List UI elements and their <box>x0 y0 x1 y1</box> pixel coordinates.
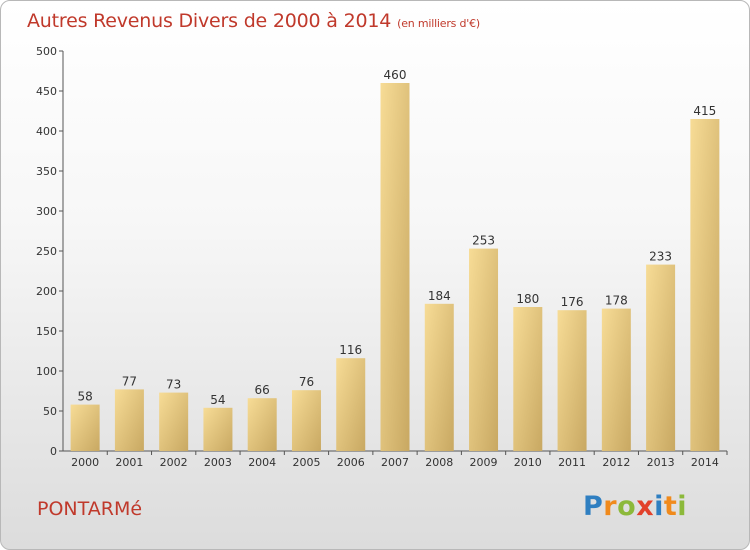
town-name: PONTARMé <box>37 498 143 520</box>
x-tick-label: 2004 <box>248 456 276 469</box>
y-tick-label: 50 <box>43 405 57 418</box>
x-tick-label: 2009 <box>470 456 498 469</box>
x-tick-label: 2006 <box>337 456 365 469</box>
x-tick-label: 2007 <box>381 456 409 469</box>
bar-value-label: 178 <box>605 294 628 308</box>
logo-letter: i <box>677 491 688 522</box>
bar <box>203 407 233 451</box>
x-tick-label: 2010 <box>514 456 542 469</box>
bar-value-label: 233 <box>649 250 672 264</box>
x-tick-label: 2002 <box>160 456 188 469</box>
bar <box>557 310 587 451</box>
bar-value-label: 460 <box>384 68 407 82</box>
bar-value-label: 66 <box>255 383 270 397</box>
bar-value-label: 58 <box>77 390 92 404</box>
y-tick-label: 300 <box>36 205 57 218</box>
y-tick-label: 400 <box>36 125 57 138</box>
y-tick-label: 500 <box>36 45 57 58</box>
bar <box>336 358 366 451</box>
bar-value-label: 54 <box>210 393 225 407</box>
bar-value-label: 77 <box>122 374 137 388</box>
x-tick-label: 2001 <box>115 456 143 469</box>
x-tick-label: 2008 <box>425 456 453 469</box>
bar <box>70 404 100 451</box>
x-tick-label: 2012 <box>602 456 630 469</box>
bar <box>646 264 676 451</box>
bar <box>247 398 277 451</box>
bar <box>424 303 454 451</box>
logo-letter: o <box>617 491 637 522</box>
y-tick-label: 200 <box>36 285 57 298</box>
logo-letter: i <box>654 491 664 522</box>
logo-letter: P <box>583 491 604 522</box>
bar-value-label: 176 <box>561 295 584 309</box>
y-tick-label: 100 <box>36 365 57 378</box>
y-tick-label: 450 <box>36 85 57 98</box>
x-tick-label: 2011 <box>558 456 586 469</box>
bar-value-label: 184 <box>428 289 451 303</box>
y-tick-label: 250 <box>36 245 57 258</box>
logo-letter: r <box>603 491 618 522</box>
x-tick-label: 2013 <box>647 456 675 469</box>
bar <box>291 390 321 451</box>
x-tick-label: 2000 <box>71 456 99 469</box>
y-tick-label: 150 <box>36 325 57 338</box>
logo-letter: x <box>636 491 655 522</box>
bar-value-label: 415 <box>693 104 716 118</box>
logo-letter: t <box>663 491 678 522</box>
bar <box>380 83 410 451</box>
bar <box>513 307 543 451</box>
bar-value-label: 180 <box>516 292 539 306</box>
bar <box>690 119 720 451</box>
bars: 58 77 73 54 66 76 116 460 184 253 180 176 178 233 415 <box>70 68 720 451</box>
y-tick-label: 0 <box>50 445 57 458</box>
chart-title-text: Autres Revenus Divers de 2000 à 2014 <box>27 10 392 32</box>
bar <box>469 248 499 451</box>
bar-value-label: 253 <box>472 234 495 248</box>
x-tick-label: 2014 <box>691 456 719 469</box>
bar <box>114 389 144 451</box>
y-tick-label: 350 <box>36 165 57 178</box>
bar-value-label: 73 <box>166 378 181 392</box>
x-tick-label: 2005 <box>292 456 320 469</box>
bar <box>159 392 189 451</box>
bar-chart: 0 50 100 150 200 250 300 350 400 450 500 2000 2001 20… <box>36 45 728 469</box>
bar-value-label: 76 <box>299 375 314 389</box>
chart-title: Autres Revenus Divers de 2000 à 2014 (en … <box>27 10 480 32</box>
chart-unit: (en milliers d'€) <box>397 17 481 30</box>
x-tick-label: 2003 <box>204 456 232 469</box>
bar-value-label: 116 <box>339 343 362 357</box>
bar <box>601 308 631 451</box>
proxiti-logo: Proxiti <box>583 491 687 522</box>
